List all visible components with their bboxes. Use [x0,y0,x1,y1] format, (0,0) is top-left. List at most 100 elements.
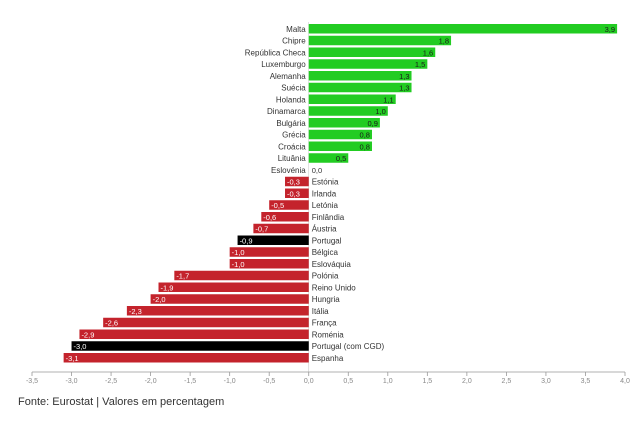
data-label: 0,0 [312,166,322,175]
data-label: 0,5 [336,154,346,163]
category-label: Portugal (com CGD) [312,342,385,351]
category-label: Finlândia [312,213,345,222]
data-label: -0,9 [240,236,253,245]
data-label: -2,6 [105,319,118,328]
category-label: Alemanha [270,72,307,81]
bar [253,223,309,234]
bar [308,35,452,46]
category-label: França [312,319,337,328]
category-label: Lituânia [278,154,307,163]
category-label: Hungria [312,295,341,304]
data-label: 0,9 [367,119,377,128]
data-label: 1,6 [423,48,433,57]
source-note: Fonte: Eurostat | Valores em percentagem [18,396,225,408]
category-label: Portugal [312,236,342,245]
x-tick-label: 1,0 [383,378,393,385]
x-tick-label: -2,5 [105,378,117,385]
bar [158,282,309,292]
bar [308,24,618,34]
x-tick-label: -1,5 [184,378,196,385]
bar [237,235,309,245]
bar [126,306,309,316]
category-label: Croácia [278,142,306,151]
data-label: -2,0 [153,295,166,304]
bar [308,94,396,104]
bar [63,353,309,363]
bar [308,153,349,163]
bar [308,59,428,69]
data-label: -1,9 [161,283,174,292]
bar [150,294,309,304]
category-label: Suécia [281,84,306,93]
category-label: Bélgica [312,248,339,257]
bar [103,317,309,328]
data-label: -2,9 [81,330,94,339]
data-label: -1,0 [232,248,245,257]
x-tick-label: 3,0 [541,378,551,385]
category-label: Grécia [282,131,306,140]
x-tick-label: -2,0 [145,378,157,385]
data-label: -0,7 [255,225,268,234]
category-label: Chipre [282,37,306,46]
data-label: 1,5 [415,60,425,69]
x-tick-label: 0,0 [304,378,314,385]
x-tick-label: -1,0 [224,378,236,385]
category-label: Reino Unido [312,283,357,292]
data-label: -3,1 [66,354,79,363]
data-label: -1,0 [232,260,245,269]
data-label: 1,8 [439,37,449,46]
x-tick-label: 4,0 [620,378,630,385]
category-label: Letónia [312,201,339,210]
category-label: Eslovénia [271,166,306,175]
bar [308,47,436,57]
x-tick-label: -3,0 [66,378,78,385]
data-label: 3,9 [605,25,615,34]
category-label: Estónia [312,178,339,187]
category-label: Itália [312,307,329,316]
x-tick-label: -3,5 [26,378,38,385]
x-tick-label: 0,5 [343,378,353,385]
bar [229,247,309,257]
category-label: Dinamarca [267,107,306,116]
category-label: Bulgária [276,119,306,128]
category-label: Irlanda [312,189,337,198]
data-label: -0,6 [263,213,276,222]
data-label: -0,3 [287,178,300,187]
data-label: -1,7 [176,272,189,281]
bar [261,212,309,222]
data-label: 1,0 [375,107,385,116]
data-label: 1,3 [399,72,409,81]
x-tick-label: 2,5 [502,378,512,385]
category-label: Luxemburgo [261,60,306,69]
bar [308,141,372,151]
bar [308,118,380,128]
bar [269,200,309,210]
data-label: 1,3 [399,84,409,93]
bar [285,176,309,187]
bar [308,106,388,116]
data-label: 0,8 [360,131,370,140]
data-label: -3,0 [74,342,87,351]
data-label: -2,3 [129,307,142,316]
x-tick-label: -0,5 [263,378,275,385]
x-tick-label: 2,0 [462,378,472,385]
bar [308,71,412,81]
category-label: Eslováquia [312,260,352,269]
bar [308,129,372,140]
bar [229,259,309,269]
bar [308,82,412,93]
bar [71,341,309,351]
category-label: Roménia [312,330,345,339]
x-tick-label: 1,5 [422,378,432,385]
data-label: -0,5 [271,201,284,210]
category-label: Polónia [312,272,339,281]
x-tick-label: 3,5 [581,378,591,385]
category-label: Holanda [276,95,306,104]
category-label: República Checa [245,48,306,57]
category-label: Áustria [312,225,337,234]
bar [174,270,309,281]
data-label: 1,1 [383,95,393,104]
data-label: 0,8 [360,142,370,151]
category-label: Malta [286,25,306,34]
